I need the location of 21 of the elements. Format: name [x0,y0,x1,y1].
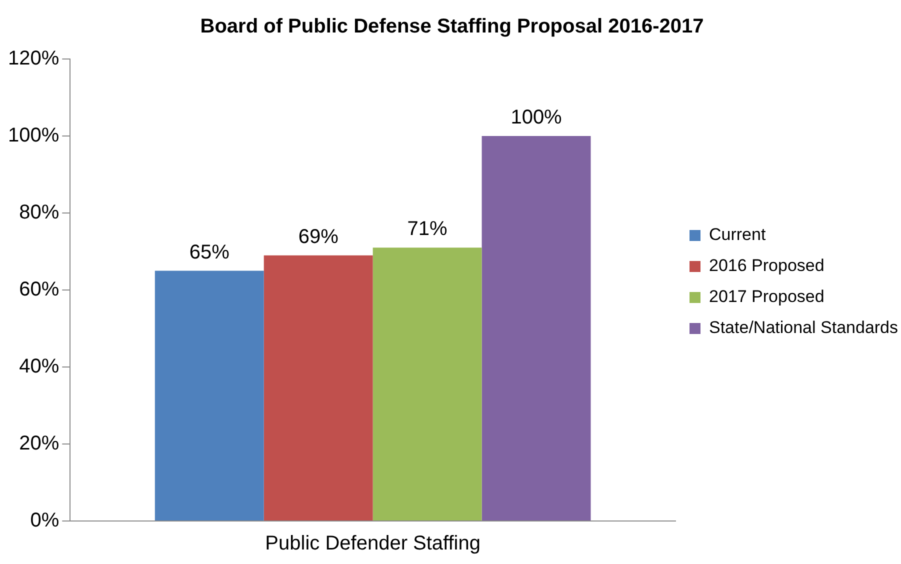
data-label: 100% [510,106,562,129]
y-tick-label: 40% [19,356,60,378]
data-label: 71% [407,218,448,240]
y-tick-label: 60% [19,278,60,301]
bar [264,255,373,520]
legend-label: State/National Standards [709,318,898,338]
x-tick-label: Public Defender Staffing [265,532,480,555]
data-label: 69% [298,226,339,248]
y-tick-label: 80% [19,202,60,224]
y-tick-label: 0% [30,510,60,532]
legend-label: 2016 Proposed [709,256,824,276]
bar [372,248,482,520]
bar [154,270,264,520]
y-tick-label: 100% [8,124,60,147]
legend-label: Current [709,225,766,244]
bar [482,136,591,520]
legend-label: 2017 Proposed [709,287,824,306]
data-label: 65% [189,241,230,264]
y-tick-label: 20% [19,432,60,455]
y-tick-label: 120% [8,48,60,70]
chart-title: Board of Public Defense Staffing Proposal 2016-2017 [200,16,704,38]
